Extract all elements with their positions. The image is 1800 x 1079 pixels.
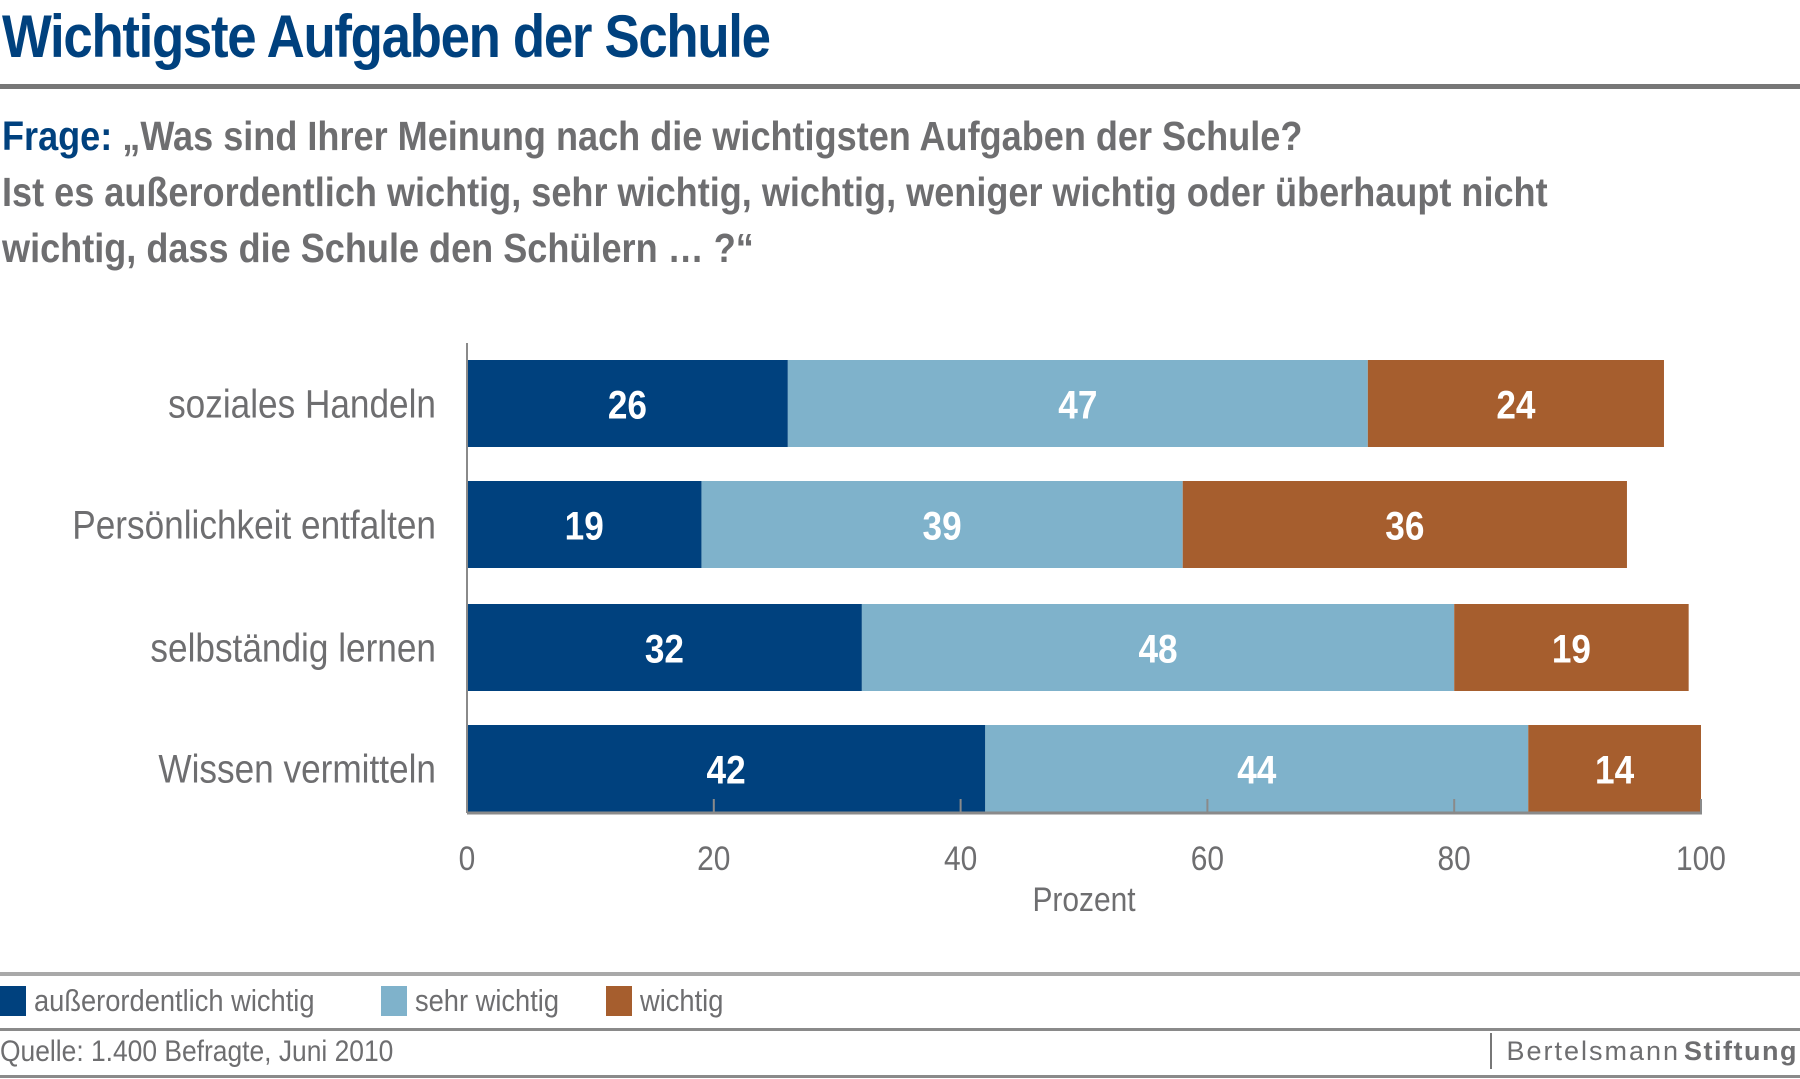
bar-segment-wissen-vermitteln-wichtig bbox=[1528, 725, 1701, 812]
x-tick-label-60: 60 bbox=[1191, 839, 1224, 877]
legend-item-ausserordentlich-wichtig: außerordentlich wichtig bbox=[0, 983, 329, 1019]
legend-item-wichtig: wichtig bbox=[606, 983, 724, 1019]
legend-label: sehr wichtig bbox=[414, 983, 559, 1018]
question-line-2: Ist es außerordentlich wichtig, sehr wic… bbox=[2, 169, 1548, 215]
question-text: Frage: „Was sind Ihrer Meinung nach die … bbox=[2, 108, 1548, 276]
question-line-1: Frage: „Was sind Ihrer Meinung nach die … bbox=[2, 108, 1548, 164]
data-label-selbstaendig-lernen-wichtig: 19 bbox=[1552, 626, 1591, 671]
bar-segment-wissen-vermitteln-ausserordentlich-wichtig bbox=[467, 725, 986, 812]
data-label-selbstaendig-lernen-ausserordentlich-wichtig: 32 bbox=[645, 626, 684, 671]
source-note: Quelle: 1.400 Befragte, Juni 2010 bbox=[0, 1035, 394, 1068]
stacked-bar-chart: soziales Handeln 26 47 24 Persönlichkeit ent… bbox=[72, 343, 1726, 918]
data-label-wissen-vermitteln-wichtig: 14 bbox=[1595, 747, 1634, 792]
bar-segment-selbstaendig-lernen-wichtig bbox=[1454, 604, 1689, 691]
legend-item-sehr-wichtig: sehr wichtig bbox=[380, 983, 559, 1019]
data-label-persoenlichkeit-entfalten-sehr-wichtig: 39 bbox=[923, 503, 962, 548]
legend: außerordentlich wichtig sehr wichtig wic… bbox=[0, 980, 763, 1022]
x-tick-label-20: 20 bbox=[697, 839, 730, 877]
x-axis-title: Prozent bbox=[1032, 880, 1135, 918]
brand-separator bbox=[1490, 1033, 1493, 1069]
x-tick-label-80: 80 bbox=[1438, 839, 1471, 877]
x-tick-label-0: 0 bbox=[459, 839, 476, 877]
bottom-divider bbox=[0, 1075, 1800, 1078]
footer-divider bbox=[0, 1028, 1800, 1031]
bar-segment-soziales-handeln-sehr-wichtig bbox=[787, 360, 1368, 447]
bar-segment-soziales-handeln-wichtig bbox=[1367, 360, 1664, 447]
data-label-soziales-handeln-wichtig: 24 bbox=[1496, 382, 1535, 427]
bar-segment-persoenlichkeit-entfalten-wichtig bbox=[1182, 481, 1627, 568]
chart-title: Wichtigste Aufgaben der Schule bbox=[2, 3, 771, 70]
question-line-3: wichtig, dass die Schule den Schülern … … bbox=[2, 225, 754, 271]
x-tick-label-40: 40 bbox=[944, 839, 977, 877]
data-label-wissen-vermitteln-ausserordentlich-wichtig: 42 bbox=[707, 747, 746, 792]
x-tick-label-100: 100 bbox=[1676, 839, 1726, 877]
legend-swatch bbox=[0, 986, 26, 1016]
data-label-persoenlichkeit-entfalten-ausserordentlich-wichtig: 19 bbox=[565, 503, 604, 548]
legend-label: außerordentlich wichtig bbox=[34, 983, 315, 1018]
brand-name-part2: Stiftung bbox=[1684, 1035, 1798, 1066]
data-label-persoenlichkeit-entfalten-wichtig: 36 bbox=[1385, 503, 1424, 548]
category-label-wissen-vermitteln: Wissen vermitteln bbox=[158, 746, 436, 791]
title-divider bbox=[0, 84, 1800, 89]
bar-segment-soziales-handeln-ausserordentlich-wichtig bbox=[467, 360, 788, 447]
data-label-wissen-vermitteln-sehr-wichtig: 44 bbox=[1237, 747, 1276, 792]
legend-swatch bbox=[606, 986, 633, 1016]
data-label-selbstaendig-lernen-sehr-wichtig: 48 bbox=[1138, 626, 1177, 671]
category-label-persoenlichkeit-entfalten: Persönlichkeit entfalten bbox=[72, 502, 436, 547]
brand-logo: Bertelsmann Stiftung bbox=[1490, 1031, 1798, 1071]
legend-divider bbox=[0, 972, 1800, 976]
bar-segment-wissen-vermitteln-sehr-wichtig bbox=[985, 725, 1529, 812]
bar-segment-persoenlichkeit-entfalten-ausserordentlich-wichtig bbox=[467, 481, 702, 568]
bar-segment-selbstaendig-lernen-sehr-wichtig bbox=[861, 604, 1455, 691]
brand-name-part1: Bertelsmann bbox=[1506, 1035, 1681, 1066]
question-label: Frage: bbox=[2, 113, 113, 159]
legend-label: wichtig bbox=[640, 983, 724, 1018]
legend-swatch bbox=[380, 986, 407, 1016]
bar-segment-persoenlichkeit-entfalten-sehr-wichtig bbox=[701, 481, 1183, 568]
category-label-selbstaendig-lernen: selbständig lernen bbox=[150, 625, 436, 670]
data-label-soziales-handeln-ausserordentlich-wichtig: 26 bbox=[608, 382, 647, 427]
question-line-1-text: „Was sind Ihrer Meinung nach die wichtig… bbox=[112, 113, 1303, 159]
bar-segment-selbstaendig-lernen-ausserordentlich-wichtig bbox=[467, 604, 862, 691]
category-label-soziales-handeln: soziales Handeln bbox=[168, 381, 436, 426]
data-label-soziales-handeln-sehr-wichtig: 47 bbox=[1058, 382, 1097, 427]
